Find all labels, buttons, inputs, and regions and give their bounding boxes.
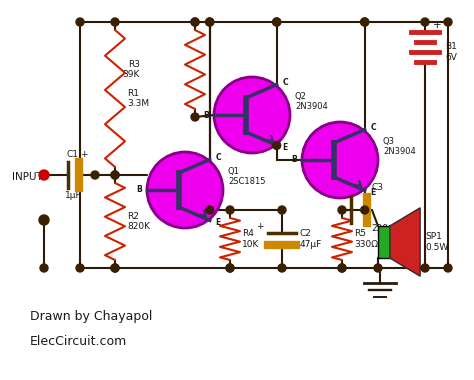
Circle shape [302, 122, 378, 198]
Text: R4
10K: R4 10K [242, 229, 259, 249]
Circle shape [111, 171, 119, 179]
Circle shape [111, 264, 119, 272]
Circle shape [338, 264, 346, 272]
Text: R3
39K: R3 39K [123, 60, 140, 79]
Text: Q2
2N3904: Q2 2N3904 [295, 92, 328, 111]
Circle shape [39, 215, 49, 225]
Text: C2
47μF: C2 47μF [300, 229, 322, 249]
Circle shape [206, 206, 214, 214]
Text: E: E [215, 218, 220, 227]
Circle shape [191, 18, 199, 26]
Text: B: B [136, 185, 142, 195]
Circle shape [421, 18, 429, 26]
Text: INPUT: INPUT [12, 172, 43, 182]
Circle shape [111, 264, 119, 272]
Circle shape [214, 77, 290, 153]
Text: B: B [291, 155, 297, 165]
Text: C: C [215, 153, 221, 162]
Circle shape [444, 18, 452, 26]
Text: R5
330Ω: R5 330Ω [354, 229, 378, 249]
Text: C: C [283, 78, 288, 87]
Text: E: E [283, 143, 288, 152]
Circle shape [421, 264, 429, 272]
Text: +: + [80, 150, 88, 159]
Text: C: C [370, 123, 376, 132]
Circle shape [278, 206, 286, 214]
Circle shape [338, 206, 346, 214]
Text: R1
3.3M: R1 3.3M [127, 89, 149, 108]
Circle shape [361, 206, 369, 214]
Circle shape [361, 18, 369, 26]
Text: E: E [370, 188, 375, 197]
Circle shape [91, 171, 99, 179]
Circle shape [273, 141, 281, 149]
Text: +: + [348, 185, 355, 194]
Text: C3: C3 [372, 183, 383, 192]
Text: R2
820K: R2 820K [127, 212, 150, 231]
Polygon shape [390, 208, 420, 276]
Circle shape [111, 18, 119, 26]
Text: 1μF: 1μF [64, 191, 82, 200]
Circle shape [226, 206, 234, 214]
Text: +: + [256, 222, 264, 231]
Text: Q1
2SC1815: Q1 2SC1815 [228, 167, 265, 187]
Circle shape [111, 171, 119, 179]
Circle shape [361, 18, 369, 26]
Circle shape [39, 170, 49, 180]
Circle shape [191, 113, 199, 121]
Text: B: B [203, 111, 209, 119]
Circle shape [273, 18, 281, 26]
Circle shape [278, 264, 286, 272]
Text: ElecCircuit.com: ElecCircuit.com [30, 335, 127, 348]
Circle shape [374, 264, 382, 272]
Circle shape [226, 264, 234, 272]
Circle shape [76, 18, 84, 26]
Text: C1: C1 [67, 150, 79, 159]
Text: 220μF: 220μF [372, 224, 400, 233]
Text: B1
6V: B1 6V [445, 42, 457, 62]
Circle shape [273, 18, 281, 26]
Text: +: + [433, 20, 442, 30]
Circle shape [226, 264, 234, 272]
Circle shape [191, 18, 199, 26]
Text: SP1
0.5W: SP1 0.5W [425, 232, 448, 252]
Circle shape [338, 264, 346, 272]
Text: Q3
2N3904: Q3 2N3904 [383, 137, 416, 157]
Circle shape [40, 264, 48, 272]
Circle shape [147, 152, 223, 228]
Circle shape [206, 18, 214, 26]
Circle shape [444, 264, 452, 272]
Circle shape [76, 264, 84, 272]
Text: Drawn by Chayapol: Drawn by Chayapol [30, 310, 152, 323]
Bar [378, 226, 390, 258]
Circle shape [206, 18, 214, 26]
